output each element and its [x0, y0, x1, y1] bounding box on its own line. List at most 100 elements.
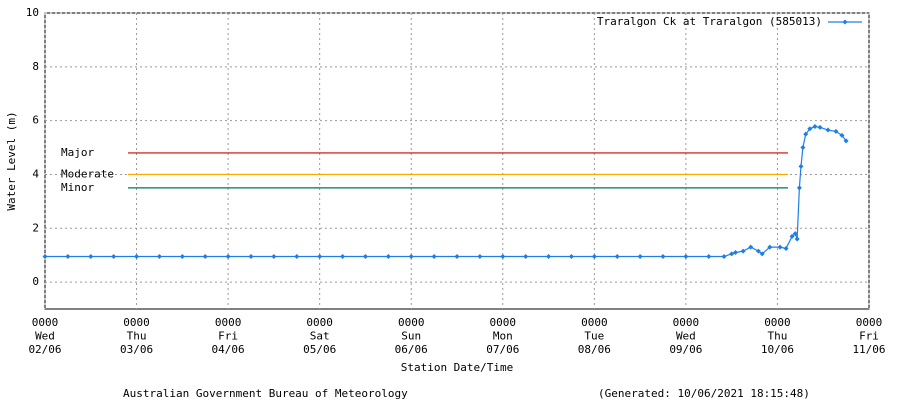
- threshold-label: Moderate: [61, 167, 114, 180]
- x-tick-label: 0000: [398, 316, 425, 329]
- point: [729, 251, 735, 257]
- x-tick-label: Sat: [310, 330, 330, 343]
- y-tick-label: 10: [26, 6, 39, 19]
- x-tick-label: 0000: [673, 316, 700, 329]
- x-tick-label: 04/06: [212, 343, 245, 356]
- x-tick-label: 0000: [856, 316, 883, 329]
- x-tick-label: Thu: [127, 330, 147, 343]
- point: [833, 128, 839, 134]
- point: [454, 254, 460, 260]
- point: [683, 254, 689, 260]
- point: [748, 244, 754, 250]
- point: [340, 254, 346, 260]
- point: [294, 254, 300, 260]
- point: [568, 254, 574, 260]
- point: [839, 132, 845, 138]
- x-tick-label: Wed: [676, 330, 696, 343]
- footer-right: (Generated: 10/06/2021 18:15:48): [598, 387, 810, 400]
- y-tick-label: 6: [32, 114, 39, 127]
- x-tick-label: Thu: [768, 330, 788, 343]
- point: [800, 145, 806, 151]
- x-tick-label: 11/06: [852, 343, 885, 356]
- point: [202, 254, 208, 260]
- y-tick-label: 0: [32, 275, 39, 288]
- x-tick-label: 0000: [764, 316, 791, 329]
- point: [111, 254, 117, 260]
- x-tick-label: 10/06: [761, 343, 794, 356]
- x-tick-label: 02/06: [28, 343, 61, 356]
- point: [637, 254, 643, 260]
- point: [385, 254, 391, 260]
- point: [271, 254, 277, 260]
- point: [614, 254, 620, 260]
- footer-left: Australian Government Bureau of Meteorol…: [123, 387, 408, 400]
- threshold-label: Minor: [61, 181, 94, 194]
- point: [807, 126, 813, 132]
- point: [825, 127, 831, 133]
- threshold-label: Major: [61, 146, 94, 159]
- point: [792, 231, 798, 237]
- x-tick-label: 08/06: [578, 343, 611, 356]
- point: [721, 254, 727, 260]
- y-tick-label: 8: [32, 60, 39, 73]
- point: [798, 163, 804, 169]
- plot-frame: [44, 12, 870, 310]
- point: [812, 124, 818, 130]
- point: [706, 254, 712, 260]
- point: [817, 124, 823, 130]
- point: [431, 254, 437, 260]
- legend-marker: [842, 19, 848, 25]
- point: [88, 254, 94, 260]
- point: [523, 254, 529, 260]
- x-tick-label: 0000: [215, 316, 242, 329]
- point: [408, 254, 414, 260]
- y-axis-label: Water Level (m): [5, 111, 18, 210]
- y-tick-label: 2: [32, 221, 39, 234]
- point: [42, 254, 48, 260]
- point: [248, 254, 254, 260]
- point: [500, 254, 506, 260]
- y-tick-label: 4: [32, 167, 39, 180]
- x-tick-label: Mon: [493, 330, 513, 343]
- point: [660, 254, 666, 260]
- x-tick-label: Sun: [401, 330, 421, 343]
- x-tick-label: 0000: [581, 316, 608, 329]
- point: [317, 254, 323, 260]
- point: [740, 248, 746, 254]
- point: [591, 254, 597, 260]
- x-tick-label: Fri: [859, 330, 879, 343]
- point: [65, 254, 71, 260]
- point: [179, 254, 185, 260]
- point: [759, 251, 765, 257]
- series-line: [45, 125, 847, 258]
- x-tick-label: 03/06: [120, 343, 153, 356]
- point: [767, 244, 773, 250]
- point: [794, 236, 800, 242]
- x-tick-label: 0000: [306, 316, 333, 329]
- x-tick-label: 06/06: [395, 343, 428, 356]
- point: [777, 244, 783, 250]
- legend-label: Traralgon Ck at Traralgon (585013): [597, 15, 822, 28]
- point: [362, 254, 368, 260]
- x-tick-label: 07/06: [486, 343, 519, 356]
- point: [803, 131, 809, 137]
- x-tick-label: Wed: [35, 330, 55, 343]
- x-tick-label: 0000: [490, 316, 517, 329]
- x-tick-label: 05/06: [303, 343, 336, 356]
- point: [789, 233, 795, 239]
- point: [843, 138, 849, 144]
- x-tick-label: 09/06: [669, 343, 702, 356]
- point: [477, 254, 483, 260]
- x-tick-label: Fri: [218, 330, 238, 343]
- point: [796, 185, 802, 191]
- x-axis-label: Station Date/Time: [401, 361, 514, 374]
- point: [225, 254, 231, 260]
- x-tick-label: 0000: [123, 316, 150, 329]
- x-tick-label: Tue: [584, 330, 604, 343]
- point: [156, 254, 162, 260]
- point: [732, 249, 738, 255]
- point: [546, 254, 552, 260]
- point: [755, 248, 761, 254]
- point: [134, 254, 140, 260]
